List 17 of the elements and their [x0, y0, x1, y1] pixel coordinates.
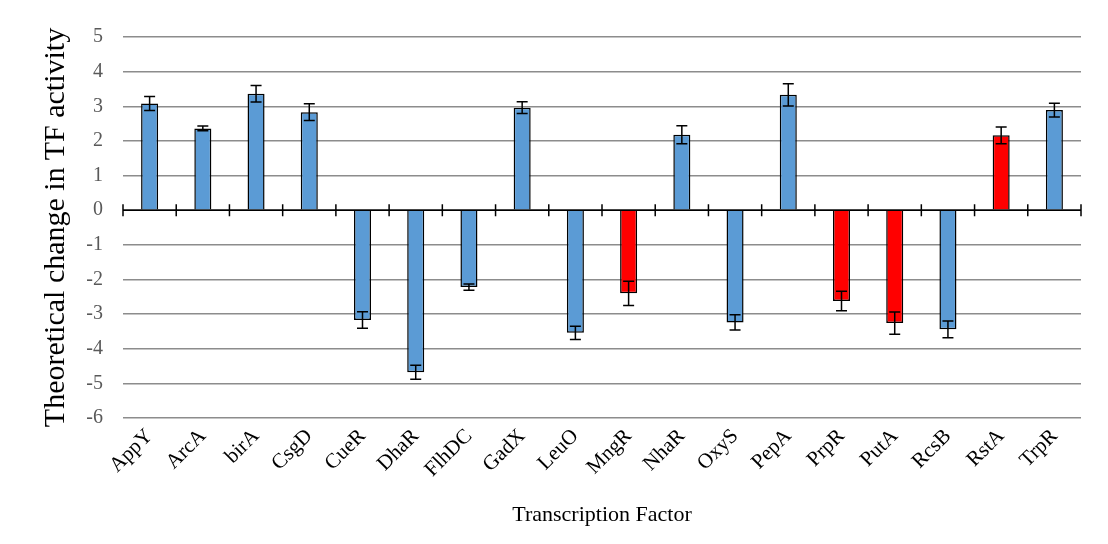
y-tick-label: -1 — [86, 232, 103, 255]
x-tick-label: RstA — [961, 422, 1010, 471]
y-tick-label: -2 — [86, 266, 103, 289]
x-tick-label: birA — [219, 422, 265, 468]
y-tick-label: 0 — [93, 197, 103, 220]
y-tick-label: 4 — [93, 58, 103, 81]
y-tick-label: 2 — [93, 128, 103, 151]
y-tick-label: -4 — [86, 335, 103, 358]
y-tick-label: 5 — [93, 24, 103, 47]
y-tick-label: -3 — [86, 301, 103, 324]
y-tick-label: 1 — [93, 162, 103, 185]
y-tick-label: 3 — [93, 93, 103, 116]
y-tick-label: -5 — [86, 370, 103, 393]
x-axis-title: Transcription Factor — [512, 500, 693, 526]
y-axis-title: Theoretical change in TF activity — [36, 27, 70, 428]
x-tick-label: PutA — [854, 422, 903, 471]
y-tick-label: -6 — [86, 405, 103, 428]
